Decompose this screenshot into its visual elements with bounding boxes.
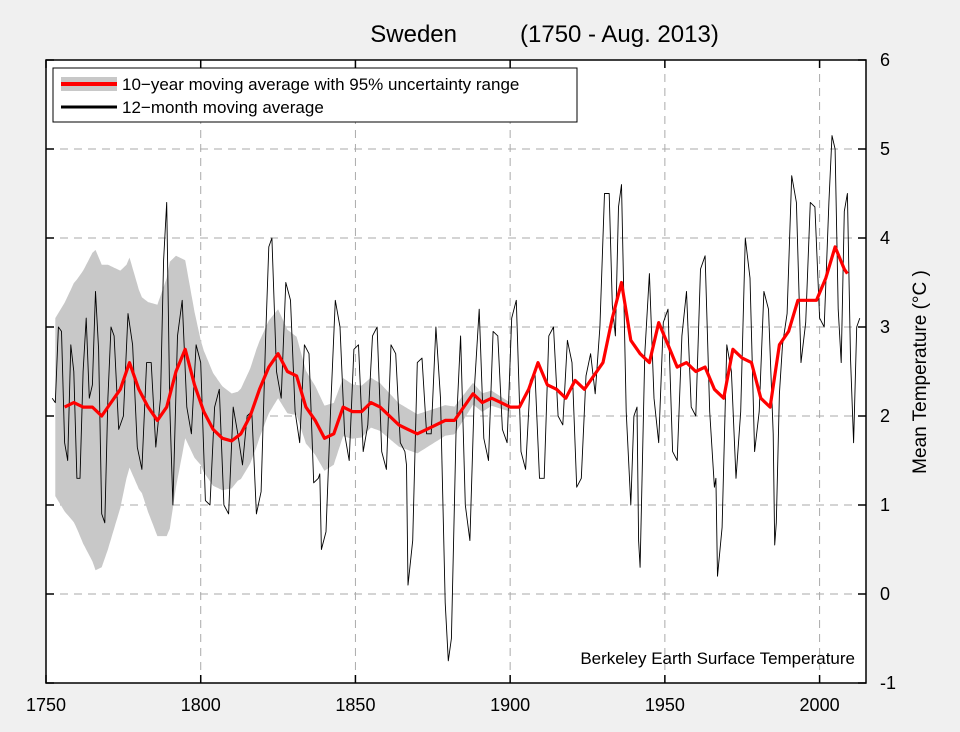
y-tick-label: 0	[880, 584, 890, 604]
series-12-month-line	[51, 135, 861, 662]
x-tick-label: 1800	[181, 695, 221, 715]
legend-label-12mo: 12−month moving average	[122, 98, 324, 117]
x-tick-label: 1850	[335, 695, 375, 715]
series-layer	[51, 135, 861, 662]
y-tick-label: 6	[880, 50, 890, 70]
legend: 10−year moving average with 95% uncertai…	[52, 67, 578, 123]
x-tick-label: 2000	[800, 695, 840, 715]
credit-text: Berkeley Earth Surface Temperature	[580, 649, 855, 668]
legend-label-10yr: 10−year moving average with 95% uncertai…	[122, 75, 519, 94]
y-tick-label: 2	[880, 406, 890, 426]
y-tick-label: 5	[880, 139, 890, 159]
y-tick-label: 1	[880, 495, 890, 515]
plot-frame	[45, 59, 867, 684]
y-axis-label: Mean Temperature (°C )	[910, 270, 931, 474]
x-tick-label: 1900	[490, 695, 530, 715]
y-tick-label: -1	[880, 673, 896, 693]
x-tick-label: 1750	[26, 695, 66, 715]
chart-subtitle: (1750 - Aug. 2013)	[520, 21, 719, 48]
y-tick-label: 3	[880, 317, 890, 337]
series-10-year-line	[63, 245, 849, 443]
axes: 1750 1800 1850 1900 1950 2000 -1 0 1 2 3 4 5 6	[26, 50, 896, 715]
chart-title: Sweden	[370, 21, 457, 48]
legend-box	[52, 67, 578, 123]
y-tick-label: 4	[880, 228, 890, 248]
x-tick-label: 1950	[645, 695, 685, 715]
